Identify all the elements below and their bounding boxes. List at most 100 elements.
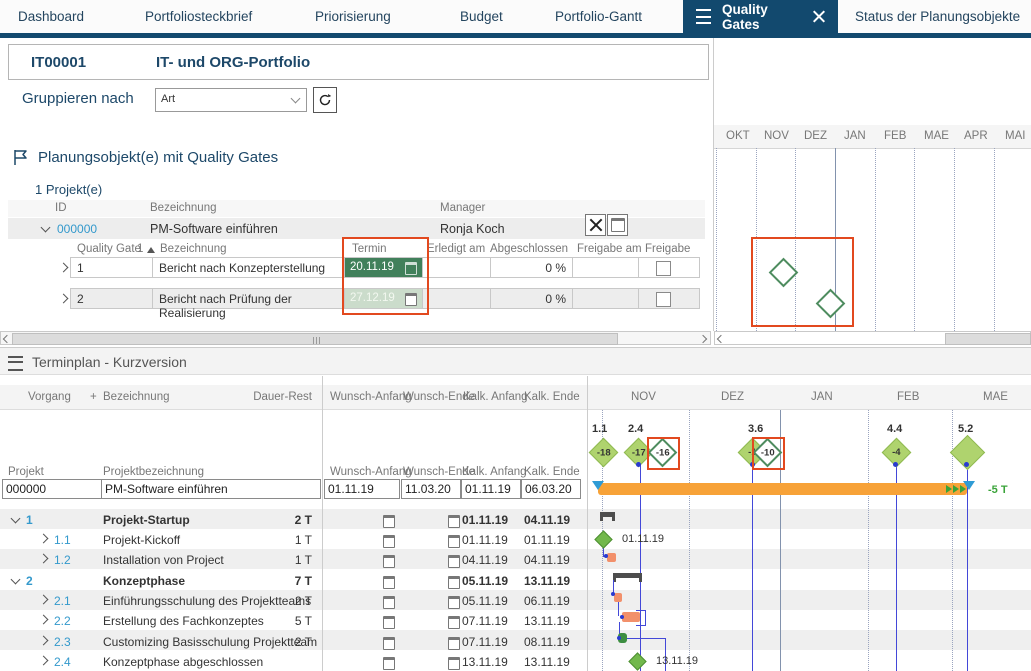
expand-icon[interactable]: [39, 656, 49, 666]
section-menu-icon[interactable]: [8, 356, 23, 371]
calendar-icon[interactable]: [448, 535, 460, 548]
calendar-icon[interactable]: [448, 596, 460, 609]
release-checkbox[interactable]: [656, 292, 671, 307]
refresh-icon: [318, 93, 332, 107]
calendar-icon[interactable]: [383, 535, 395, 548]
mini-h-scrollbar[interactable]: [714, 331, 1031, 345]
col-erledigt-am: Erledigt am: [427, 243, 485, 255]
expand-icon[interactable]: [59, 263, 69, 273]
scrollbar-thumb[interactable]: [945, 333, 1031, 345]
col-projektbezeichnung: Projektbezeichnung: [103, 466, 204, 478]
project-summary-bar[interactable]: [598, 483, 967, 495]
calendar-icon[interactable]: [448, 637, 460, 650]
calendar-icon[interactable]: [383, 657, 395, 670]
tab-priorisierung[interactable]: Priorisierung: [315, 0, 391, 33]
qg-h-scrollbar[interactable]: [0, 331, 711, 345]
task-end: 04.11.19: [524, 513, 570, 527]
calendar-icon: [611, 218, 625, 232]
expand-icon[interactable]: [39, 615, 49, 625]
col-kalk-ende: Kalk. Ende: [524, 391, 580, 403]
kalk-anfang-input[interactable]: [461, 479, 521, 499]
task-bar[interactable]: [607, 553, 616, 562]
project-name-input[interactable]: [101, 479, 321, 499]
gate-done-cell[interactable]: [422, 288, 491, 309]
task-duration: 2 T: [232, 635, 312, 649]
calendar-icon[interactable]: [383, 555, 395, 568]
milestone-label: 3.6: [748, 423, 763, 435]
task-start: 05.11.19: [462, 574, 508, 588]
scroll-left-icon[interactable]: [3, 335, 11, 343]
project-id-link[interactable]: 000000: [57, 222, 97, 236]
col-wunsch-anfang: Wunsch-Anfang: [330, 391, 412, 403]
task-bar[interactable]: [614, 593, 622, 602]
flag-icon: [12, 148, 30, 166]
calendar-icon[interactable]: [383, 576, 395, 589]
milestone-annotation-box: [751, 237, 854, 327]
task-number: 2: [26, 574, 33, 588]
month-gridline: [875, 148, 876, 331]
milestone-label: 4.4: [887, 423, 902, 435]
gate-release-date-cell[interactable]: [572, 257, 639, 278]
month-label: APR: [964, 130, 988, 142]
expand-icon[interactable]: [39, 534, 49, 544]
scrollbar-thumb[interactable]: [12, 333, 618, 345]
task-name: Installation von Project: [103, 553, 224, 567]
col-dauer-rest: Dauer-Rest: [232, 391, 312, 403]
col-freigabe: Freigabe: [645, 243, 690, 255]
task-number: 1.1: [54, 533, 71, 547]
task-milestone-diamond[interactable]: [628, 652, 646, 670]
close-tab-icon[interactable]: [812, 10, 825, 23]
gate-release-date-cell[interactable]: [572, 288, 639, 309]
collapse-icon[interactable]: [11, 575, 21, 585]
task-duration: 1 T: [232, 553, 312, 567]
connector-dot: [636, 462, 641, 467]
mini-timeline-panel: OKT NOV DEZ JAN FEB MAE APR MAI: [713, 38, 1031, 331]
milestone-diamond[interactable]: -18: [589, 438, 619, 468]
calendar-icon[interactable]: [383, 637, 395, 650]
tab-portfolio-gantt[interactable]: Portfolio-Gantt: [555, 0, 642, 33]
calendar-icon[interactable]: [448, 576, 460, 589]
wunsch-ende-input[interactable]: [401, 479, 461, 499]
calendar-button[interactable]: [607, 214, 628, 236]
group-by-label: Gruppieren nach: [22, 90, 134, 107]
gate-annotation-box: [647, 437, 680, 470]
scroll-left-icon[interactable]: [717, 335, 725, 343]
gate-done-cell[interactable]: [422, 257, 491, 278]
tab-quality-gates-label: Quality Gates: [722, 2, 801, 32]
add-task-button[interactable]: +: [90, 391, 97, 403]
project-id-input[interactable]: [2, 479, 102, 499]
menu-icon[interactable]: [696, 9, 711, 24]
connector-dot: [620, 615, 624, 619]
gate-annotation-box: [752, 437, 785, 470]
refresh-button[interactable]: [313, 87, 337, 113]
calendar-icon[interactable]: [448, 555, 460, 568]
release-checkbox[interactable]: [656, 261, 671, 276]
qg-project-count: 1 Projekt(e): [35, 182, 102, 197]
tab-budget[interactable]: Budget: [460, 0, 503, 33]
calendar-icon[interactable]: [383, 596, 395, 609]
delete-button[interactable]: [585, 214, 606, 236]
calendar-icon[interactable]: [448, 515, 460, 528]
expand-icon[interactable]: [59, 294, 69, 304]
tab-dashboard[interactable]: Dashboard: [18, 0, 84, 33]
tab-status-planungsobjekte[interactable]: Status der Planungsobjekte: [855, 0, 1020, 33]
calendar-icon[interactable]: [383, 616, 395, 629]
sort-indicator[interactable]: 1: [137, 243, 143, 255]
calendar-icon[interactable]: [448, 616, 460, 629]
kalk-ende-input[interactable]: [521, 479, 581, 499]
group-by-select[interactable]: Art: [155, 88, 307, 112]
tab-portfoliosteckbrief[interactable]: Portfoliosteckbrief: [145, 0, 252, 33]
wunsch-anfang-input[interactable]: [324, 479, 400, 499]
scroll-right-icon[interactable]: [699, 335, 707, 343]
summary-bar[interactable]: [613, 573, 642, 578]
collapse-icon[interactable]: [41, 223, 51, 233]
task-start: 07.11.19: [462, 635, 508, 649]
gate-number: 1: [77, 261, 84, 275]
month-gridline: [914, 148, 915, 331]
calendar-icon[interactable]: [448, 657, 460, 670]
milestone-label: 5.2: [958, 423, 973, 435]
calendar-icon[interactable]: [383, 515, 395, 528]
summary-bar[interactable]: [600, 512, 615, 517]
task-milestone-diamond[interactable]: [594, 530, 612, 548]
tab-quality-gates[interactable]: Quality Gates: [683, 0, 838, 33]
